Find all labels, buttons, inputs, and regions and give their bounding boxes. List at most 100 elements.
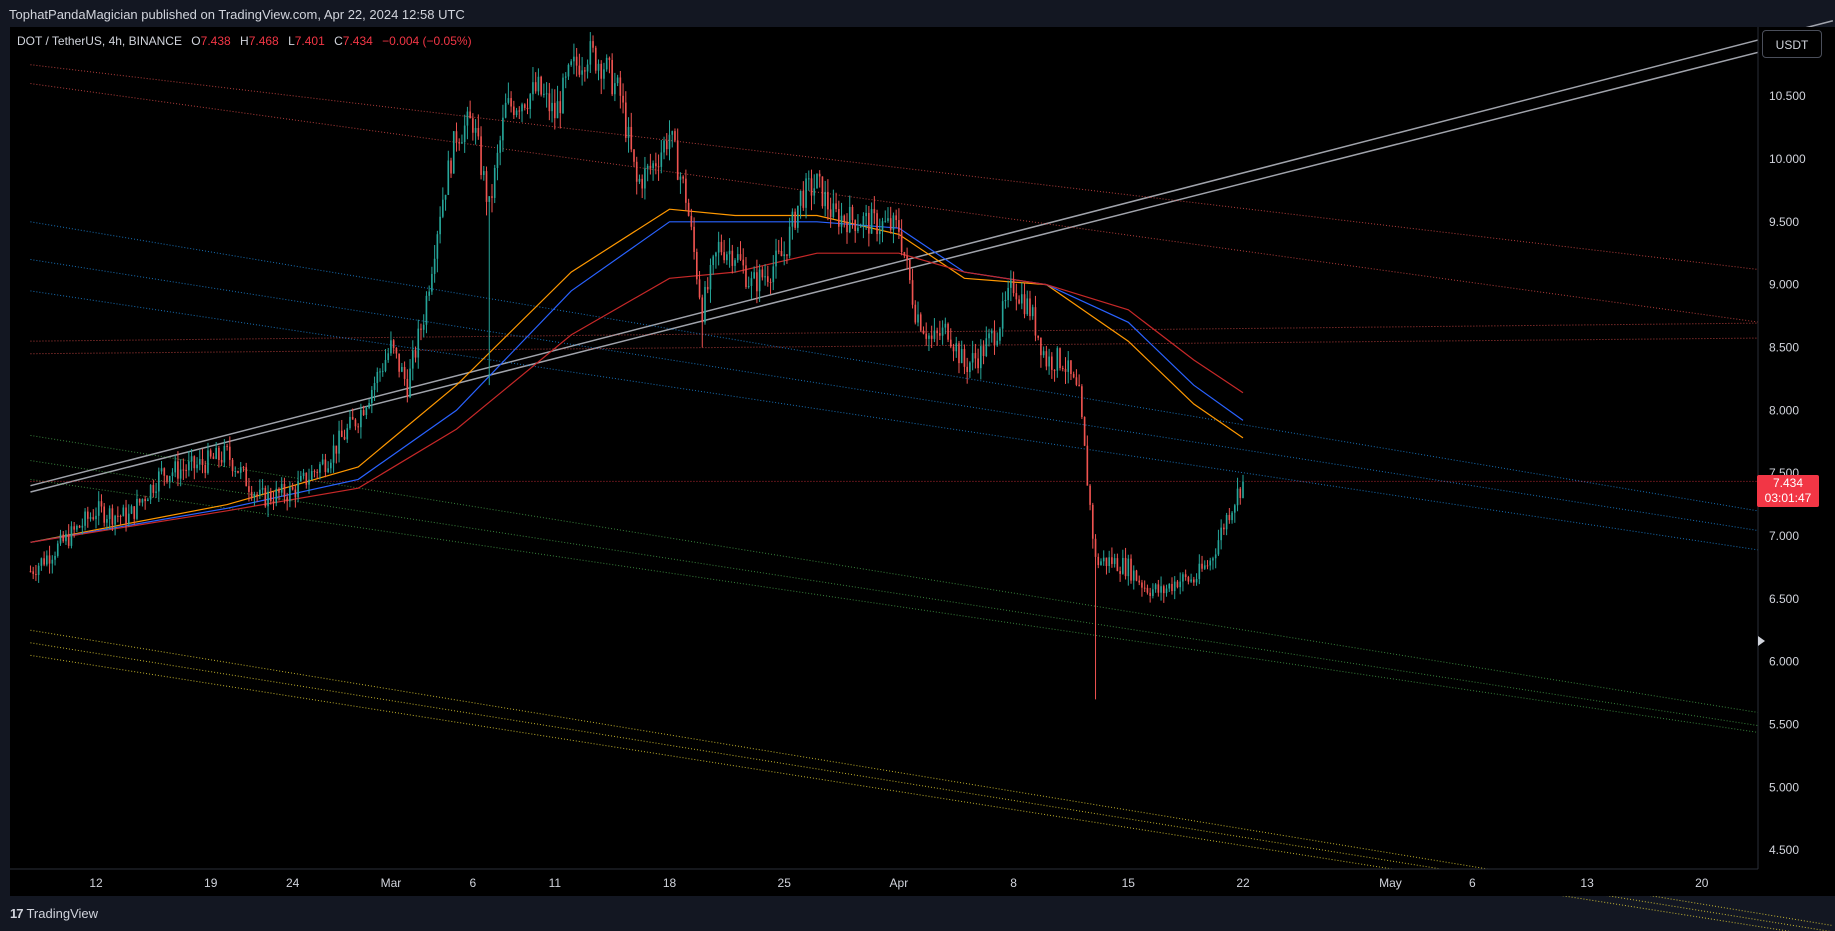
candle-body	[745, 265, 747, 288]
candle-body	[783, 254, 786, 257]
trend-line	[30, 321, 1833, 342]
candle-body	[1152, 589, 1154, 596]
candle-body	[638, 178, 641, 182]
candle-body	[1086, 445, 1089, 486]
candle-body	[665, 140, 668, 150]
price-tick-label: 9.000	[1769, 278, 1799, 292]
candle-body	[873, 209, 876, 214]
candle-body	[807, 178, 810, 180]
candle-body	[870, 209, 873, 234]
candle-body	[1182, 574, 1184, 582]
candle-body	[493, 167, 496, 198]
candle-body	[532, 82, 534, 95]
candle-body	[1127, 558, 1130, 577]
price-axis[interactable]	[1758, 27, 1835, 869]
footer-bar	[0, 896, 1835, 931]
candle-body	[936, 330, 938, 334]
candle-body	[1108, 557, 1111, 566]
trend-line	[30, 64, 1833, 279]
candle-body	[193, 456, 196, 469]
candle-body	[84, 511, 86, 526]
candle-body	[1195, 578, 1198, 583]
candle-body	[644, 168, 646, 189]
candle-body	[633, 149, 635, 162]
time-tick-label: 12	[89, 876, 103, 890]
candle-body	[482, 171, 485, 175]
candle-body	[999, 328, 1001, 341]
price-tick-label: 9.500	[1769, 215, 1799, 229]
candle-body	[848, 206, 851, 233]
candle-body	[958, 343, 960, 364]
candle-body	[321, 459, 324, 465]
candle-body	[769, 281, 772, 283]
candle-body	[1072, 374, 1075, 378]
candle-body	[1056, 348, 1059, 371]
candle-body	[592, 41, 594, 48]
candle-body	[701, 297, 704, 323]
candle-body	[141, 499, 144, 503]
candle-body	[144, 499, 146, 502]
candle-body	[1067, 360, 1070, 372]
candle-body	[1031, 307, 1034, 317]
currency-button[interactable]: USDT	[1762, 30, 1822, 58]
candle-body	[559, 101, 562, 114]
candle-body	[261, 487, 264, 490]
candle-body	[545, 93, 548, 95]
candles[interactable]	[29, 32, 1244, 700]
candle-body	[584, 70, 586, 72]
tradingview-logo[interactable]: 17 TradingView	[10, 907, 98, 921]
candle-body	[1061, 368, 1064, 370]
candle-body	[469, 111, 471, 119]
trend-line	[30, 336, 1833, 355]
candle-body	[1034, 307, 1037, 336]
candle-body	[450, 160, 452, 174]
candle-body	[876, 213, 878, 235]
candle-body	[316, 471, 319, 473]
candle-body	[597, 63, 600, 71]
candle-body	[941, 327, 944, 336]
time-tick-label: 20	[1695, 876, 1709, 890]
candle-body	[911, 280, 914, 305]
candle-body	[851, 206, 854, 221]
candle-body	[220, 459, 223, 463]
high-label: H	[240, 34, 249, 48]
candle-body	[368, 403, 370, 408]
candle-body	[761, 269, 764, 278]
candle-body	[947, 323, 949, 340]
candle-body	[1097, 556, 1100, 566]
candle-body	[35, 573, 37, 575]
candle-body	[963, 349, 966, 367]
candle-body	[974, 353, 977, 359]
candle-body	[586, 64, 589, 72]
candle-body	[728, 250, 731, 255]
candle-body	[766, 276, 769, 282]
candle-body	[250, 491, 253, 498]
candle-body	[305, 472, 308, 485]
candle-body	[928, 335, 930, 339]
time-axis[interactable]	[10, 869, 1835, 896]
candle-body	[1059, 348, 1061, 369]
candle-body	[1157, 584, 1160, 593]
scroll-to-realtime-icon[interactable]	[1758, 636, 1765, 646]
candle-body	[182, 469, 185, 471]
candle-body	[1217, 540, 1220, 555]
candle-body	[1001, 301, 1004, 329]
candle-body	[892, 215, 895, 230]
symbol-info: DOT / TetherUS, 4h, BINANCE	[17, 34, 182, 48]
candle-body	[127, 513, 130, 525]
candle-body	[687, 202, 690, 216]
time-tick-label: 18	[663, 876, 677, 890]
candle-body	[693, 226, 695, 252]
candle-body	[360, 410, 362, 428]
candle-body	[228, 446, 231, 460]
candle-body	[832, 203, 835, 218]
price-tick-label: 6.000	[1769, 655, 1799, 669]
low-label: L	[288, 34, 295, 48]
candle-body	[226, 445, 228, 447]
candle-body	[1132, 570, 1135, 581]
candle-body	[655, 163, 657, 167]
trend-line	[30, 654, 1791, 931]
candle-body	[1242, 481, 1244, 498]
candle-body	[960, 349, 963, 364]
